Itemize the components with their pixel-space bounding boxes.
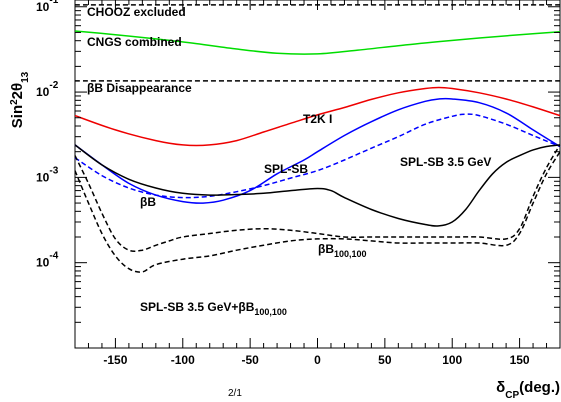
series-splsb35-line [74, 113, 561, 199]
svg-text:Sin22θ13: Sin22θ13 [9, 71, 31, 128]
label-combo: SPL-SB 3.5 GeV+βB100,100 [140, 300, 287, 317]
plot-frame [74, 0, 561, 349]
label-bb: βB [140, 195, 156, 209]
series-bb-line [74, 144, 561, 227]
label-bb100: βB100,100 [318, 242, 367, 259]
series-cngs-line [74, 30, 561, 55]
series-bb100-line [74, 144, 561, 252]
y-tick-label: 10-3 [36, 165, 59, 184]
label-splsb: SPL-SB [264, 162, 308, 176]
tick-layer: -150 -100 -50 0 50 100 150 10-1 10-2 10-3 10-4 [36, 0, 560, 367]
svg-text:δCP(deg.): δCP(deg.) [496, 379, 560, 401]
y-axis-title: Sin22θ13 [9, 71, 31, 128]
x-tick-label: 0 [314, 353, 321, 367]
series-t2k-line [74, 86, 561, 147]
footer-fragment: 2/1 [228, 388, 242, 399]
label-t2k: T2K I [303, 112, 332, 126]
x-tick-label: -100 [171, 353, 195, 367]
x-tick-label: 50 [378, 353, 392, 367]
x-axis-title: δCP(deg.) [496, 379, 560, 401]
annotation-layer: CHOOZ excluded CNGS combined βB Disappeara… [87, 5, 491, 317]
x-tick-label: 150 [510, 353, 530, 367]
x-tick-label: -150 [103, 353, 127, 367]
label-cngs: CNGS combined [87, 35, 182, 49]
label-bbdis: βB Disappearance [87, 81, 192, 95]
label-splsb35: SPL-SB 3.5 GeV [400, 155, 491, 169]
x-tick-label: 100 [442, 353, 462, 367]
y-tick-label: 10-1 [36, 0, 59, 14]
label-chooz: CHOOZ excluded [87, 5, 186, 19]
y-tick-label: 10-4 [36, 251, 59, 270]
plot-area: -150 -100 -50 0 50 100 150 10-1 10-2 10-3 10-4 CHO… [36, 0, 561, 367]
x-tick-label: -50 [241, 353, 259, 367]
series-layer [74, 4, 561, 273]
series-splsb-line [74, 97, 561, 204]
series-combo-line [74, 151, 561, 273]
y-tick-label: 10-2 [36, 80, 59, 99]
